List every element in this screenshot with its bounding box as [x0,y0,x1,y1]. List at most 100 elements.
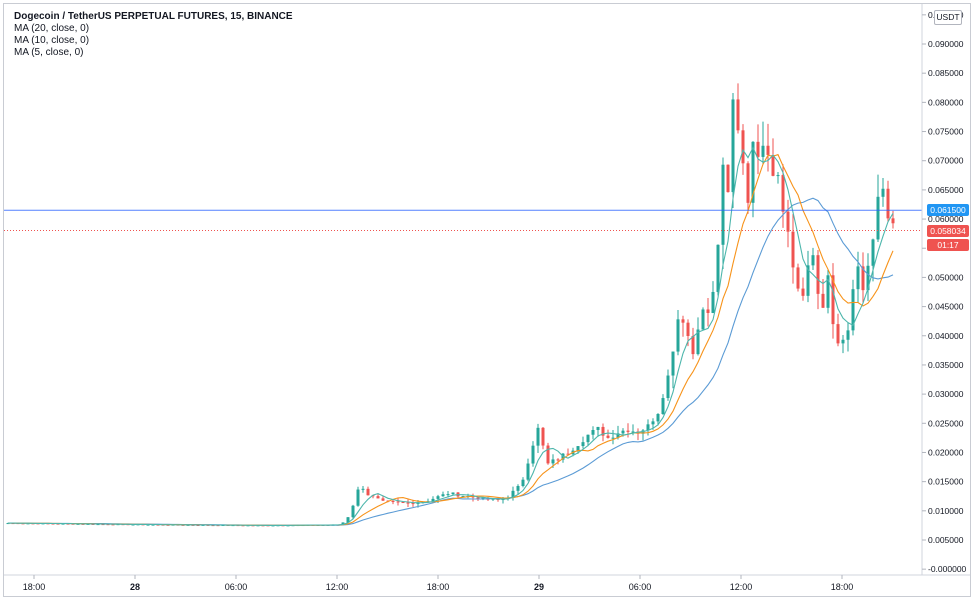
candle-body [241,525,245,527]
candle-body [796,267,800,289]
price-tick-label: 0.075000 [928,127,964,137]
price-tick-label: 0.045000 [928,302,964,312]
candle-body [181,524,185,526]
candle-body [601,426,605,436]
candle-body [841,339,845,344]
candle-body [701,309,705,330]
ma20-legend[interactable]: MA (20, close, 0) [14,23,90,34]
candle-body [761,145,765,157]
candle-body [826,275,830,308]
candle-body [771,154,775,176]
candle-body [711,291,715,313]
candle-body [681,319,685,323]
candle-body [591,430,595,435]
candle-body [866,265,870,291]
candle-body [581,442,585,447]
candle-body [846,330,850,340]
candle-body [341,522,345,525]
price-tick-label: 0.040000 [928,331,964,341]
candle-body [541,427,545,446]
candle-body [891,218,895,224]
candle-body [436,496,440,499]
candle-body [411,503,415,505]
candle-body [611,437,615,439]
candle-body [676,319,680,352]
candle-body [786,211,790,232]
candle-body [801,288,805,296]
candle-body [616,433,620,438]
candle-body [651,421,655,425]
chart-frame: 0.0950000.0900000.0850000.0800000.075000… [3,3,971,597]
ma5-legend[interactable]: MA (5, close, 0) [14,47,84,58]
candle-body [836,324,840,344]
bar-countdown-tag: 01:17 [927,238,969,251]
price-tick-label: 0.015000 [928,477,964,487]
candle-body [736,99,740,131]
mark-price-tag: 0.058034 [927,224,969,237]
candle-body [741,130,745,164]
candle-body [766,145,770,155]
candle-body [746,163,750,203]
price-tick-label: 0.005000 [928,535,964,545]
last-price-tag: 0.061500 [927,204,969,217]
candle-body [856,266,860,290]
price-tick-label: 0.035000 [928,360,964,370]
candle-body [726,164,730,193]
candle-body [606,435,610,438]
candle-body [521,479,525,487]
candle-body [631,431,635,433]
price-tick-label: 0.030000 [928,389,964,399]
ma5-line [8,146,894,526]
candle-body [26,523,30,525]
price-tick-label: 0.025000 [928,418,964,428]
candle-body [781,175,785,212]
candle-body [576,446,580,451]
symbol-title[interactable]: Dogecoin / TetherUS PERPETUAL FUTURES, 1… [14,11,293,22]
candle-body [96,524,100,526]
price-axis: 0.0950000.0900000.0850000.0800000.075000… [921,4,967,575]
candle-body [671,351,675,376]
price-tick-label: 0.085000 [928,68,964,78]
price-chart[interactable]: 0.0950000.0900000.0850000.0800000.075000… [4,4,970,596]
ma20-line [8,197,894,526]
candle-body [646,424,650,431]
candle-body [811,255,815,266]
price-tick-label: 0.020000 [928,447,964,457]
candle-body [526,463,530,480]
candle-body [531,445,535,464]
candle-body [376,496,380,499]
candle-body [511,490,515,498]
time-tick-label: 18:00 [23,582,46,592]
candle-body [666,375,670,399]
candle-body [151,524,155,526]
candle-body [851,289,855,331]
time-tick-label: 18:00 [831,582,854,592]
time-tick-label: 29 [534,582,544,592]
candle-body [516,486,520,491]
candle-body [536,427,540,446]
candle-body [821,293,825,308]
time-tick-label: 12:00 [730,582,753,592]
candle-body [491,498,495,500]
candle-body [396,501,400,503]
candle-body [81,523,85,525]
candle-body [351,505,355,518]
currency-badge[interactable]: USDT [934,10,962,25]
candle-body [871,239,875,266]
candle-body [751,141,755,203]
candle-body [716,244,720,292]
candle-body [706,309,710,313]
time-tick-label: 28 [130,582,140,592]
ma10-legend[interactable]: MA (10, close, 0) [14,35,90,46]
candle-body [861,266,865,291]
plot-area [4,83,922,527]
price-tick-label: 0.065000 [928,185,964,195]
candle-body [391,501,395,503]
candle-body [586,434,590,443]
time-tick-label: 18:00 [427,582,450,592]
candle-body [731,99,735,193]
candle-body [881,188,885,197]
candle-body [111,524,115,526]
candle-body [166,524,170,526]
candle-body [791,231,795,268]
